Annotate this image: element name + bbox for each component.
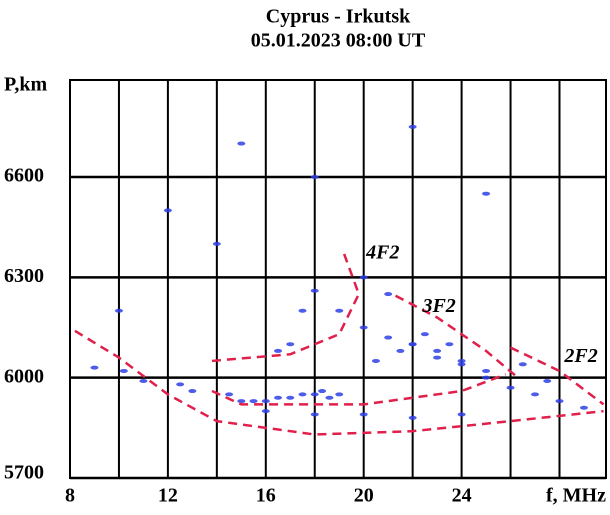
echo-point <box>318 389 327 394</box>
echo-point <box>457 412 466 417</box>
mode-label: 2F2 <box>563 345 597 367</box>
y-tick-label: 6300 <box>4 265 44 287</box>
echo-point <box>335 308 344 313</box>
y-tick-label: 6000 <box>4 365 44 387</box>
mode-boundary <box>510 346 605 406</box>
echo-point <box>237 399 246 404</box>
echo-point <box>298 392 307 397</box>
echo-point <box>139 379 148 384</box>
x-tick-label: 12 <box>158 485 178 507</box>
echo-point <box>555 399 564 404</box>
echo-point <box>310 174 319 179</box>
echo-point <box>310 288 319 293</box>
echo-point <box>433 348 442 353</box>
echo-point <box>482 368 491 373</box>
echo-point <box>543 379 552 384</box>
echo-point <box>261 399 270 404</box>
echo-point <box>408 342 417 347</box>
echo-point <box>384 292 393 297</box>
x-tick-label: 8 <box>65 485 75 507</box>
echo-point <box>445 342 454 347</box>
echo-point <box>408 415 417 420</box>
chart-title: Cyprus - Irkutsk <box>266 6 411 28</box>
echo-point <box>286 342 295 347</box>
mode-boundary <box>74 329 604 436</box>
echo-point <box>359 325 368 330</box>
echo-point <box>188 389 197 394</box>
echo-point <box>310 392 319 397</box>
echo-point <box>457 362 466 367</box>
mode-boundary <box>394 294 519 379</box>
mode-label: 3F2 <box>421 295 455 317</box>
echo-point <box>119 368 128 373</box>
echo-point <box>371 358 380 363</box>
mode-label: 4F2 <box>365 242 399 264</box>
echo-point <box>482 375 491 380</box>
echo-point <box>225 392 234 397</box>
echo-point <box>506 385 515 390</box>
echo-point <box>531 392 540 397</box>
echo-point <box>384 335 393 340</box>
x-axis-label: f, MHz <box>546 485 606 507</box>
echo-point <box>274 348 283 353</box>
echo-point <box>335 392 344 397</box>
echo-point <box>261 409 270 414</box>
echo-point <box>298 308 307 313</box>
echo-point <box>237 141 246 146</box>
echo-point <box>579 405 588 410</box>
y-axis-label: P,km <box>4 74 48 96</box>
chart-subtitle: 05.01.2023 08:00 UT <box>251 30 426 52</box>
x-tick-label: 24 <box>452 485 472 507</box>
echo-point <box>482 191 491 196</box>
x-tick-label: 20 <box>354 485 374 507</box>
echo-point <box>212 241 221 246</box>
echo-point <box>286 395 295 400</box>
echo-point <box>176 382 185 387</box>
echo-point <box>310 412 319 417</box>
y-tick-label: 6600 <box>4 165 44 187</box>
echo-point <box>420 332 429 337</box>
echo-point <box>359 275 368 280</box>
mode-boundary <box>211 253 361 363</box>
echo-point <box>90 365 99 370</box>
echo-point <box>249 399 258 404</box>
echo-point <box>396 348 405 353</box>
echo-point <box>359 412 368 417</box>
echo-point <box>163 208 172 213</box>
echo-point <box>408 124 417 129</box>
echo-point <box>274 395 283 400</box>
echo-point <box>518 362 527 367</box>
plot-area <box>69 79 607 479</box>
y-tick-label: 5700 <box>4 462 44 484</box>
echo-point <box>325 395 334 400</box>
echo-point <box>114 308 123 313</box>
echo-point <box>457 358 466 363</box>
echo-point <box>433 355 442 360</box>
mode-boundary <box>211 373 507 406</box>
x-tick-label: 16 <box>256 485 276 507</box>
